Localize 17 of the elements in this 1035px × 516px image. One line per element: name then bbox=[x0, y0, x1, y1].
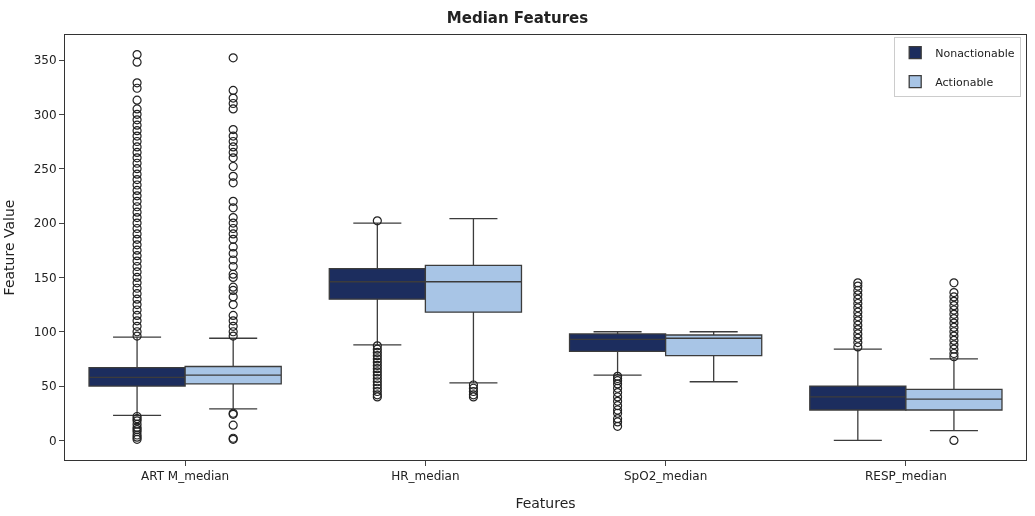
y-tick-label: 300 bbox=[33, 107, 57, 122]
x-tick-label: RESP_median bbox=[865, 469, 947, 484]
y-axis-title: Feature Value bbox=[1, 199, 18, 296]
x-tick-label: SpO2_median bbox=[623, 469, 708, 484]
y-tick-label: 100 bbox=[33, 324, 57, 339]
x-tick-label: HR_median bbox=[391, 469, 460, 484]
x-tick-label: ART M_median bbox=[141, 469, 230, 484]
y-tick-label: 0 bbox=[48, 433, 57, 448]
y-tick-label: 250 bbox=[33, 161, 57, 176]
chart-title: Median Features bbox=[446, 9, 589, 28]
legend-label: Actionable bbox=[935, 75, 994, 89]
x-axis-title: Features bbox=[515, 494, 576, 511]
legend-label: Nonactionable bbox=[935, 46, 1015, 60]
y-tick-label: 50 bbox=[41, 379, 57, 394]
y-tick-label: 150 bbox=[33, 270, 57, 285]
y-tick-label: 350 bbox=[33, 53, 57, 68]
y-tick-label: 200 bbox=[33, 216, 57, 231]
